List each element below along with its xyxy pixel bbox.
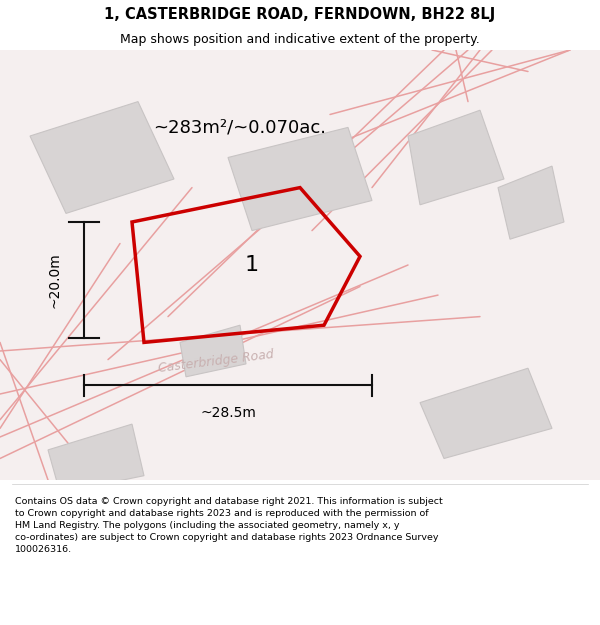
Polygon shape [30, 102, 174, 213]
Polygon shape [498, 166, 564, 239]
Polygon shape [180, 325, 246, 377]
Polygon shape [408, 110, 504, 205]
Text: ~28.5m: ~28.5m [200, 406, 256, 421]
Text: 1, CASTERBRIDGE ROAD, FERNDOWN, BH22 8LJ: 1, CASTERBRIDGE ROAD, FERNDOWN, BH22 8LJ [104, 6, 496, 21]
Text: 1: 1 [245, 255, 259, 275]
Text: ~20.0m: ~20.0m [47, 252, 61, 308]
Polygon shape [228, 127, 372, 231]
Polygon shape [420, 368, 552, 459]
Text: ~283m²/~0.070ac.: ~283m²/~0.070ac. [154, 118, 326, 136]
Polygon shape [48, 424, 144, 493]
Text: Casterbridge Road: Casterbridge Road [157, 348, 275, 375]
Text: Map shows position and indicative extent of the property.: Map shows position and indicative extent… [120, 32, 480, 46]
Text: Contains OS data © Crown copyright and database right 2021. This information is : Contains OS data © Crown copyright and d… [15, 498, 443, 554]
